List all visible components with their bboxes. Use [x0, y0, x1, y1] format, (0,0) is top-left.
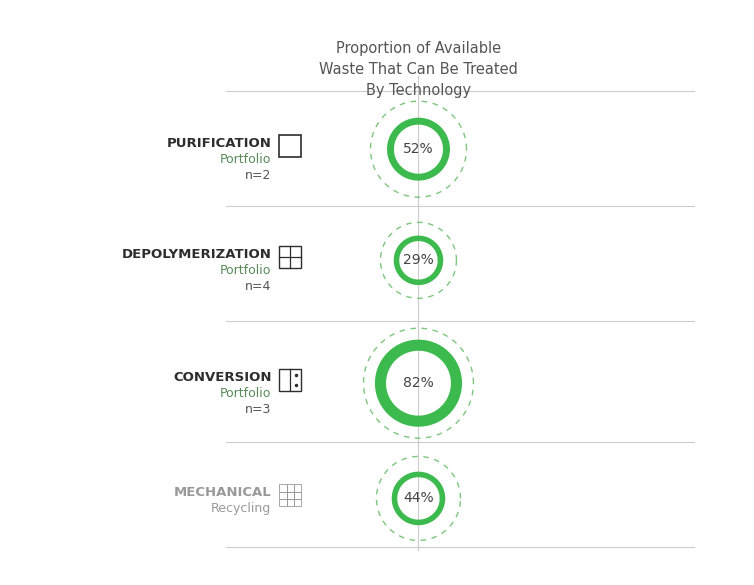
Text: 44%: 44%: [403, 491, 434, 505]
Text: 52%: 52%: [403, 142, 434, 156]
Bar: [287, 492, 294, 499]
Text: CONVERSION: CONVERSION: [173, 371, 271, 384]
Bar: [279, 246, 302, 269]
Text: MECHANICAL: MECHANICAL: [173, 486, 271, 499]
Bar: [294, 484, 302, 492]
Bar: [294, 492, 302, 499]
Bar: [279, 484, 287, 492]
Text: 82%: 82%: [403, 376, 434, 390]
Bar: [287, 484, 294, 492]
Text: PURIFICATION: PURIFICATION: [167, 137, 271, 150]
Bar: [294, 499, 302, 507]
Text: 29%: 29%: [403, 253, 434, 267]
Bar: [279, 499, 287, 507]
Text: Portfolio: Portfolio: [220, 153, 271, 166]
Bar: [279, 369, 302, 391]
Text: Recycling: Recycling: [211, 502, 271, 515]
Text: n=2: n=2: [245, 168, 271, 182]
Bar: [279, 135, 302, 157]
Text: Proportion of Available
Waste That Can Be Treated
By Technology: Proportion of Available Waste That Can B…: [319, 41, 518, 98]
Text: Portfolio: Portfolio: [220, 387, 271, 400]
Text: DEPOLYMERIZATION: DEPOLYMERIZATION: [121, 248, 271, 261]
Bar: [287, 499, 294, 507]
Bar: [279, 492, 287, 499]
Text: n=3: n=3: [245, 402, 271, 416]
Text: n=4: n=4: [245, 280, 271, 293]
Text: Portfolio: Portfolio: [220, 264, 271, 277]
